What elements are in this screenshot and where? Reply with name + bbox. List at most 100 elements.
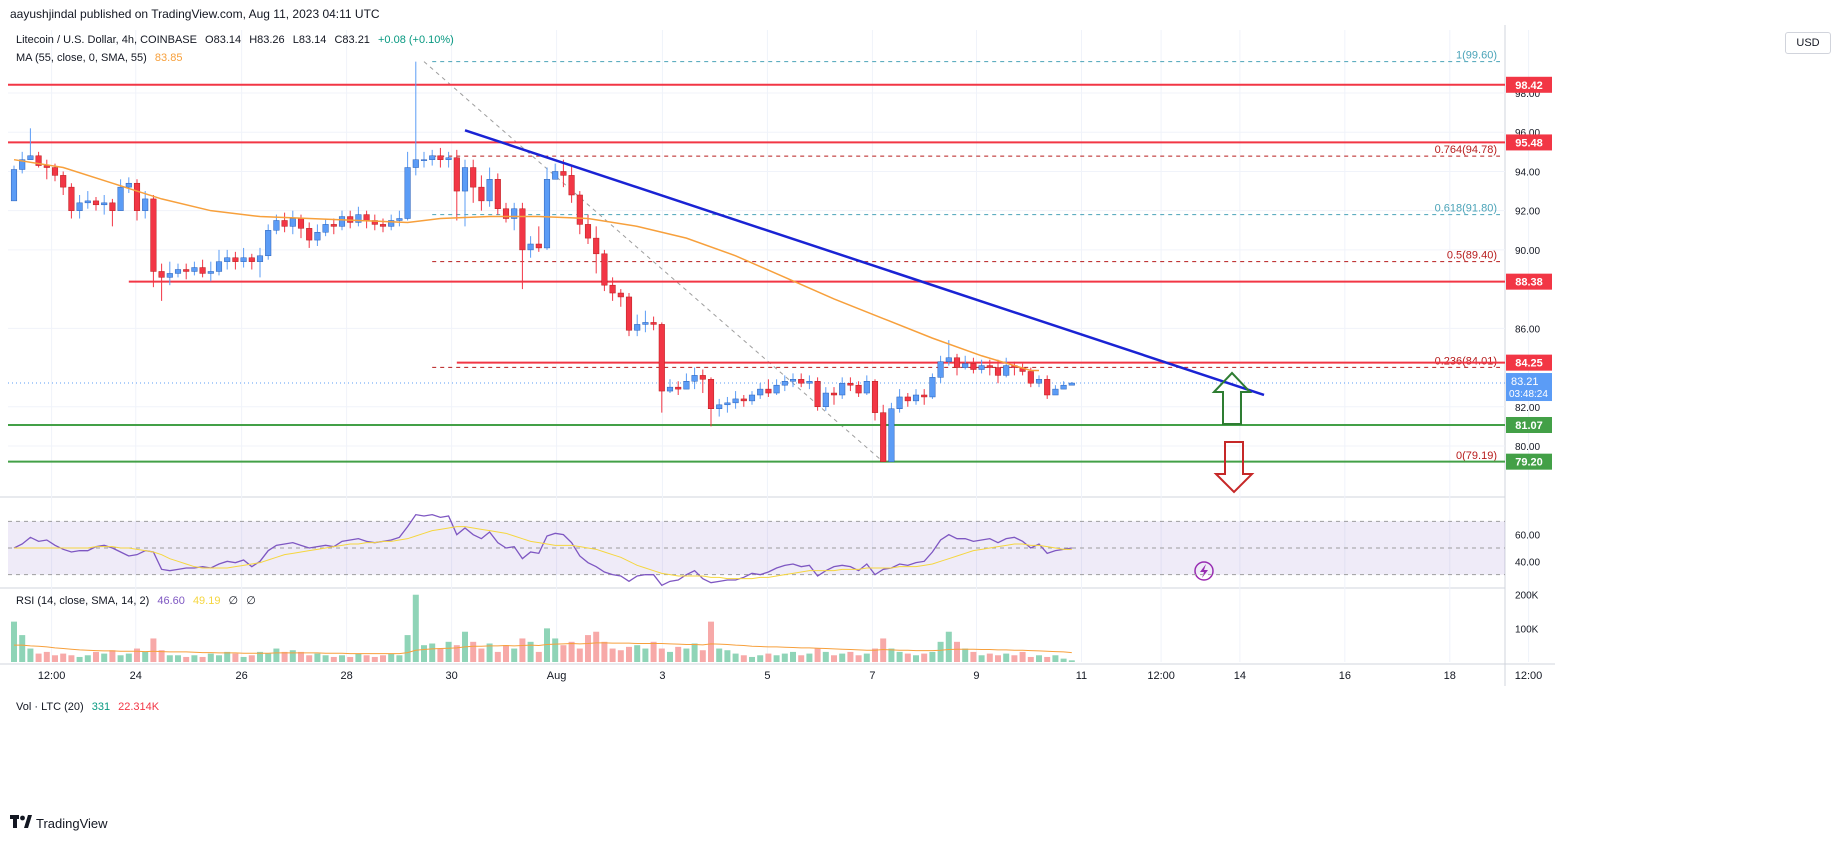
candle-body bbox=[166, 273, 173, 278]
published-header: aayushjindal published on TradingView.co… bbox=[10, 7, 380, 21]
volume-bar bbox=[888, 648, 895, 662]
price-level-label: 95.48 bbox=[1515, 137, 1543, 149]
price-level-label: 79.20 bbox=[1515, 457, 1543, 469]
candle-body bbox=[51, 167, 59, 176]
volume-bar bbox=[1019, 651, 1026, 662]
candle-body bbox=[576, 194, 583, 225]
high-value: H83.26 bbox=[249, 34, 285, 46]
change-value: +0.08 (+0.10%) bbox=[378, 34, 454, 46]
candle-body bbox=[691, 375, 698, 382]
candle-body bbox=[191, 267, 198, 272]
volume-ma-line bbox=[14, 642, 1072, 655]
volume-bar bbox=[519, 638, 526, 662]
rsi-tick-label: 40.00 bbox=[1515, 557, 1540, 568]
candle-body bbox=[60, 175, 67, 188]
fib-level-label: 0.618(91.80) bbox=[1435, 203, 1497, 215]
volume-bar bbox=[831, 655, 837, 662]
candle-body bbox=[830, 392, 838, 396]
volume-bar bbox=[101, 653, 108, 662]
candle-body bbox=[593, 237, 600, 255]
candle-body bbox=[150, 198, 157, 272]
volume-bar bbox=[855, 655, 862, 662]
volume-bar bbox=[642, 648, 649, 662]
volume-bar bbox=[60, 653, 67, 662]
price-tick-label: 98.00 bbox=[1515, 89, 1540, 100]
volume-bar bbox=[880, 638, 887, 662]
price-level-label: 88.38 bbox=[1515, 277, 1543, 289]
rsi-extra-2: ∅ bbox=[246, 595, 256, 607]
candle-body bbox=[978, 365, 985, 370]
volume-bar bbox=[19, 635, 26, 662]
candle-body bbox=[953, 357, 961, 368]
volume-bar bbox=[1036, 655, 1042, 662]
rsi-value: 46.60 bbox=[157, 595, 185, 607]
volume-bar bbox=[822, 651, 829, 662]
candle-body bbox=[781, 381, 788, 386]
volume-bar bbox=[798, 655, 805, 662]
candle-body bbox=[855, 384, 862, 394]
volume-bar bbox=[175, 655, 181, 662]
x-tick-label: 30 bbox=[445, 670, 457, 682]
candle-body bbox=[642, 322, 649, 325]
rsi-extra-1: ∅ bbox=[228, 595, 239, 607]
volume-legend[interactable]: Vol · LTC (20) 331 22.314K bbox=[16, 701, 164, 713]
x-tick-label: 11 bbox=[1076, 670, 1087, 682]
volume-bar bbox=[248, 655, 255, 662]
volume-bar bbox=[437, 648, 444, 662]
volume-bar bbox=[265, 653, 272, 662]
candle-body bbox=[338, 216, 346, 227]
volume-bar bbox=[421, 645, 427, 662]
x-tick-label: 24 bbox=[130, 670, 142, 682]
x-tick-label: 9 bbox=[973, 670, 979, 682]
volume-bar bbox=[535, 651, 542, 662]
candle-body bbox=[281, 220, 288, 227]
price-level-label: 81.07 bbox=[1515, 420, 1543, 432]
fib-trend-diagonal bbox=[423, 61, 884, 463]
green-arrow-outline bbox=[1211, 371, 1253, 425]
candle-body bbox=[125, 182, 132, 188]
ma-legend[interactable]: MA (55, close, 0, SMA, 55) 83.85 bbox=[16, 52, 187, 64]
volume-bar bbox=[954, 641, 960, 662]
volume-bar bbox=[281, 651, 288, 662]
candle-body bbox=[207, 271, 214, 274]
volume-bar bbox=[929, 651, 936, 662]
x-tick-label: 12:00 bbox=[1147, 670, 1175, 682]
volume-bar bbox=[216, 655, 222, 662]
volume-bar bbox=[371, 656, 378, 662]
volume-bar bbox=[470, 641, 477, 662]
candle-body bbox=[470, 167, 477, 188]
candle-body bbox=[273, 220, 280, 231]
volume-bar bbox=[716, 648, 723, 662]
volume-bar bbox=[945, 631, 952, 662]
candle-body bbox=[773, 384, 780, 394]
candle-body bbox=[757, 388, 764, 396]
candle-body bbox=[84, 200, 91, 204]
volume-bar bbox=[224, 651, 231, 662]
volume-bar bbox=[199, 656, 206, 662]
candle-body bbox=[625, 296, 633, 331]
x-tick-label: 14 bbox=[1234, 670, 1246, 682]
price-tick-label: 82.00 bbox=[1515, 403, 1540, 414]
volume-bar bbox=[601, 641, 608, 662]
volume-bar bbox=[396, 655, 403, 662]
volume-bar bbox=[429, 643, 436, 662]
volume-label: Vol · LTC (20) bbox=[16, 701, 84, 713]
rsi-tick-label: 60.00 bbox=[1515, 531, 1540, 542]
volume-bar bbox=[347, 656, 354, 662]
rsi-legend[interactable]: RSI (14, close, SMA, 14, 2) 46.60 49.19 … bbox=[16, 594, 261, 607]
candle-body bbox=[806, 381, 813, 384]
volume-bar bbox=[43, 651, 50, 662]
volume-bar bbox=[749, 656, 755, 662]
candle-body bbox=[396, 218, 403, 221]
tradingview-footer[interactable]: TradingView bbox=[10, 815, 108, 831]
candle-body bbox=[92, 200, 100, 206]
volume-bar bbox=[150, 638, 157, 662]
lightning-icon bbox=[1194, 561, 1214, 581]
volume-bar bbox=[896, 651, 903, 662]
candle-body bbox=[109, 202, 116, 211]
currency-button[interactable]: USD bbox=[1785, 32, 1831, 54]
volume-bar bbox=[166, 655, 173, 662]
candle-body bbox=[994, 367, 1002, 376]
volume-bar bbox=[142, 651, 149, 662]
